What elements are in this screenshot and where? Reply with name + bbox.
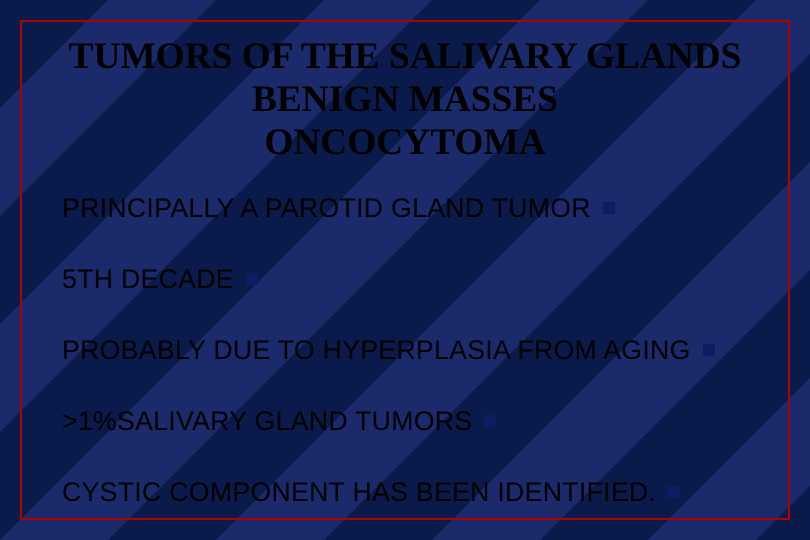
list-item: >1%SALIVARY GLAND TUMORS <box>62 406 728 437</box>
bullet-text: CYSTIC COMPONENT HAS BEEN IDENTIFIED. <box>62 477 656 508</box>
title-line-2: BENIGN MASSES <box>52 79 758 122</box>
bullet-text: PRINCIPALLY A PAROTID GLAND TUMOR <box>62 193 591 224</box>
title-line-1: TUMORS OF THE SALIVARY GLANDS <box>52 36 758 79</box>
slide-frame: TUMORS OF THE SALIVARY GLANDS BENIGN MAS… <box>20 20 790 520</box>
bullet-text: 5TH DECADE <box>62 264 234 295</box>
list-item: PROBABLY DUE TO HYPERPLASIA FROM AGING <box>62 335 728 366</box>
square-bullet-icon <box>603 202 615 214</box>
title-line-3: ONCOCYTOMA <box>52 122 758 165</box>
bullet-text: >1%SALIVARY GLAND TUMORS <box>62 406 472 437</box>
square-bullet-icon <box>703 344 715 356</box>
slide-title: TUMORS OF THE SALIVARY GLANDS BENIGN MAS… <box>52 36 758 165</box>
square-bullet-icon <box>484 415 496 427</box>
square-bullet-icon <box>246 273 258 285</box>
bullet-text: PROBABLY DUE TO HYPERPLASIA FROM AGING <box>62 335 691 366</box>
list-item: 5TH DECADE <box>62 264 728 295</box>
bullet-list: PRINCIPALLY A PAROTID GLAND TUMOR 5TH DE… <box>52 193 758 508</box>
square-bullet-icon <box>668 486 680 498</box>
list-item: PRINCIPALLY A PAROTID GLAND TUMOR <box>62 193 728 224</box>
list-item: CYSTIC COMPONENT HAS BEEN IDENTIFIED. <box>62 477 728 508</box>
